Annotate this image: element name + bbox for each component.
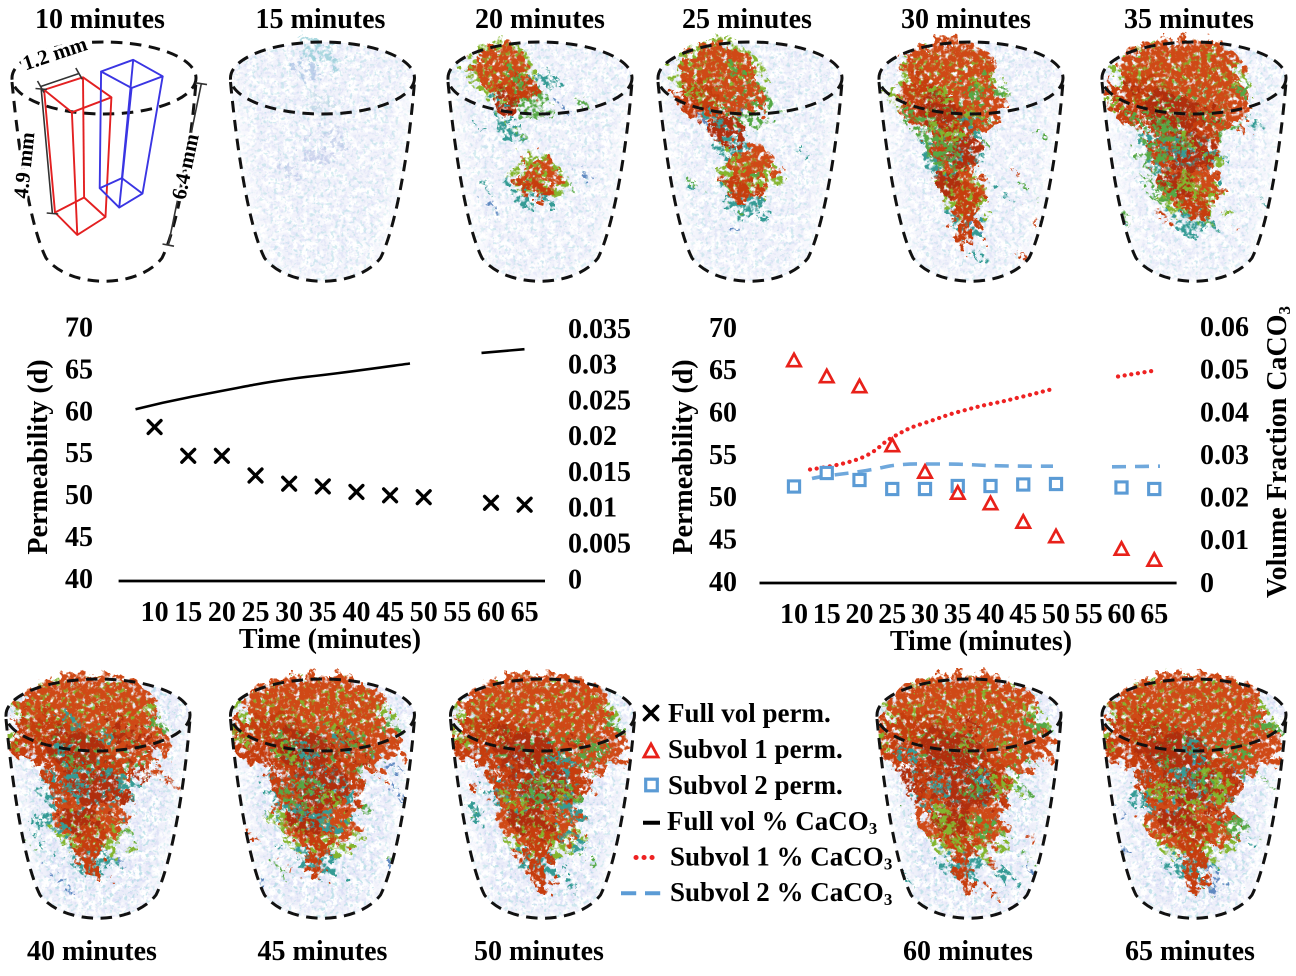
svg-text:0.02: 0.02	[1200, 483, 1249, 514]
svg-text:Full vol % CaCO3: Full vol % CaCO3	[667, 806, 877, 838]
svg-text:40 minutes: 40 minutes	[27, 936, 157, 967]
svg-text:60: 60	[709, 398, 737, 429]
svg-text:50: 50	[65, 480, 93, 511]
svg-text:40: 40	[709, 567, 737, 598]
svg-text:60 minutes: 60 minutes	[903, 936, 1033, 967]
svg-text:10 minutes: 10 minutes	[35, 4, 165, 35]
svg-text:45: 45	[65, 522, 93, 553]
svg-text:Subvol 1 % CaCO3: Subvol 1 % CaCO3	[670, 842, 892, 874]
svg-text:25 minutes: 25 minutes	[682, 4, 812, 35]
svg-text:Volume Fraction CaCO3: Volume Fraction CaCO3	[1262, 306, 1294, 598]
svg-text:15: 15	[174, 597, 202, 628]
svg-text:Subvol 1 perm.: Subvol 1 perm.	[668, 734, 843, 764]
svg-text:55: 55	[65, 438, 93, 469]
svg-text:70: 70	[65, 313, 93, 344]
svg-text:0.05: 0.05	[1200, 355, 1249, 386]
svg-text:Full vol perm.: Full vol perm.	[668, 698, 831, 728]
svg-text:25: 25	[242, 597, 270, 628]
svg-text:0.06: 0.06	[1200, 312, 1249, 343]
svg-text:20: 20	[208, 597, 236, 628]
svg-text:30 minutes: 30 minutes	[901, 4, 1031, 35]
svg-text:0.005: 0.005	[568, 529, 631, 560]
svg-text:0.015: 0.015	[568, 457, 631, 488]
svg-text:65 minutes: 65 minutes	[1125, 936, 1255, 967]
svg-text:65: 65	[1140, 599, 1168, 630]
svg-text:40: 40	[342, 597, 370, 628]
svg-text:65: 65	[65, 355, 93, 386]
svg-text:45: 45	[376, 597, 404, 628]
svg-text:Time (minutes): Time (minutes)	[890, 626, 1072, 657]
svg-text:55: 55	[709, 440, 737, 471]
svg-text:70: 70	[709, 313, 737, 344]
svg-text:45 minutes: 45 minutes	[258, 936, 388, 967]
svg-text:20: 20	[846, 599, 874, 630]
svg-text:65: 65	[511, 597, 539, 628]
svg-text:65: 65	[709, 355, 737, 386]
svg-text:0.03: 0.03	[1200, 440, 1249, 471]
svg-text:35 minutes: 35 minutes	[1124, 4, 1254, 35]
svg-text:0.03: 0.03	[568, 350, 617, 381]
svg-text:0: 0	[1200, 568, 1214, 599]
svg-text:30: 30	[911, 599, 939, 630]
svg-text:15 minutes: 15 minutes	[256, 4, 386, 35]
svg-text:50: 50	[410, 597, 438, 628]
svg-text:40: 40	[65, 564, 93, 595]
svg-text:55: 55	[443, 597, 471, 628]
svg-text:50: 50	[1042, 599, 1070, 630]
svg-text:40: 40	[977, 599, 1005, 630]
svg-text:Time (minutes): Time (minutes)	[239, 624, 421, 655]
svg-text:45: 45	[709, 525, 737, 556]
svg-text:60: 60	[1108, 599, 1136, 630]
svg-text:60: 60	[65, 397, 93, 428]
svg-text:25: 25	[878, 599, 906, 630]
svg-text:15: 15	[813, 599, 841, 630]
svg-text:10: 10	[141, 597, 169, 628]
svg-text:0.01: 0.01	[1200, 525, 1249, 556]
svg-text:0: 0	[568, 564, 582, 595]
svg-text:0.035: 0.035	[568, 314, 631, 345]
svg-text:45: 45	[1009, 599, 1037, 630]
svg-text:50: 50	[709, 482, 737, 513]
svg-text:Permeability (d): Permeability (d)	[23, 359, 54, 554]
svg-text:20 minutes: 20 minutes	[475, 4, 605, 35]
svg-text:0.02: 0.02	[568, 421, 617, 452]
svg-text:0.01: 0.01	[568, 493, 617, 524]
svg-text:Permeability (d): Permeability (d)	[668, 359, 699, 554]
svg-text:Subvol 2 perm.: Subvol 2 perm.	[668, 770, 843, 800]
svg-text:35: 35	[944, 599, 972, 630]
svg-text:10: 10	[780, 599, 808, 630]
svg-text:55: 55	[1075, 599, 1103, 630]
svg-text:60: 60	[477, 597, 505, 628]
svg-text:0.025: 0.025	[568, 386, 631, 417]
svg-text:Subvol 2 % CaCO3: Subvol 2 % CaCO3	[670, 877, 892, 909]
svg-text:0.04: 0.04	[1200, 397, 1249, 428]
svg-text:35: 35	[309, 597, 337, 628]
svg-text:50 minutes: 50 minutes	[474, 936, 604, 967]
svg-text:30: 30	[275, 597, 303, 628]
